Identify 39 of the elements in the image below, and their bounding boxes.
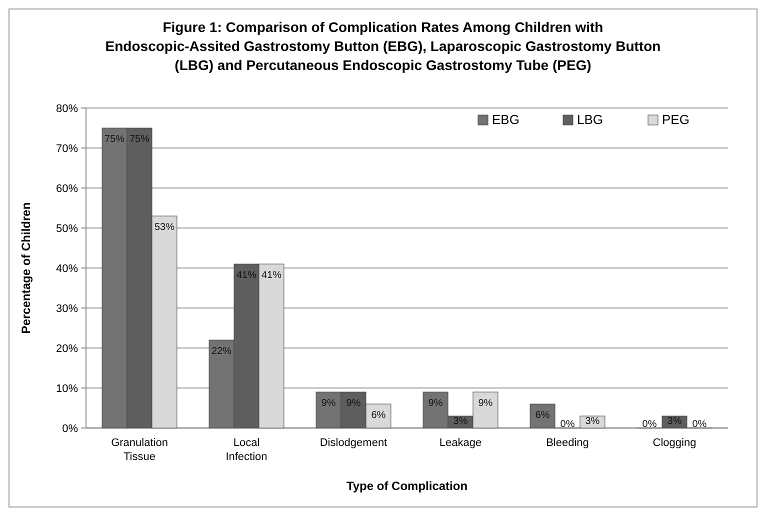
data-label: 53% [154,222,175,233]
y-tick-label: 40% [56,263,78,275]
x-tick-label: Local Infection [226,437,268,463]
y-tick-label: 10% [56,383,78,395]
x-tick-label: Dislodgement [320,437,388,449]
y-tick-label: 0% [62,423,78,435]
y-axis-title: Percentage of Children [19,202,33,334]
y-tick-label: 30% [56,303,78,315]
data-label: 9% [321,398,336,409]
x-tick-label: Bleeding [546,437,589,449]
chart-title: Figure 1: Comparison of Complication Rates Among Children with Endoscopic-Assited Gastrostomy Button (EBG), Laparoscopic Gastrostomy Button (LBG) and Percutaneous Endoscopic Gastrostomy Tube (PEG) [105,19,661,73]
legend-label: EBG [492,112,520,127]
data-label: 3% [585,416,600,427]
data-label: 0% [560,419,575,430]
y-tick-label: 50% [56,223,78,235]
x-tick-label: Leakage [439,437,482,449]
data-label: 6% [535,410,550,421]
data-label: 0% [642,419,657,430]
data-label: 41% [236,270,257,281]
data-label: 0% [692,419,707,430]
data-label: 9% [346,398,361,409]
x-tick-label: Granulation Tissue [111,437,168,463]
data-label: 9% [428,398,443,409]
x-axis-title: Type of Complication [346,479,468,493]
y-tick-label: 60% [56,183,78,195]
legend-label: LBG [577,112,604,127]
legend-label: PEG [662,112,690,127]
data-label: 3% [667,416,682,427]
data-label: 22% [212,346,232,357]
x-tick-label: Clogging [652,437,696,449]
y-tick-label: 20% [56,343,78,355]
data-label: 6% [371,410,386,421]
data-label: 41% [261,270,282,281]
data-label: 9% [478,398,493,409]
data-label: 75% [129,134,150,145]
data-label: 75% [104,134,125,145]
data-label: 3% [453,416,468,427]
y-tick-label: 70% [56,143,78,155]
y-tick-label: 80% [56,103,78,115]
